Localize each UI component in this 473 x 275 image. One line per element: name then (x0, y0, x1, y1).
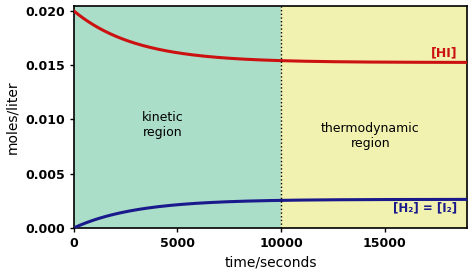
Text: thermodynamic
region: thermodynamic region (321, 122, 420, 150)
Text: kinetic
region: kinetic region (142, 111, 184, 139)
X-axis label: time/seconds: time/seconds (224, 255, 317, 270)
Y-axis label: moles/liter: moles/liter (6, 80, 19, 153)
Bar (74, 6, 281, 228)
Text: [H₂] = [I₂]: [H₂] = [I₂] (393, 201, 457, 214)
Text: [HI]: [HI] (430, 46, 457, 59)
Bar (281, 6, 467, 228)
